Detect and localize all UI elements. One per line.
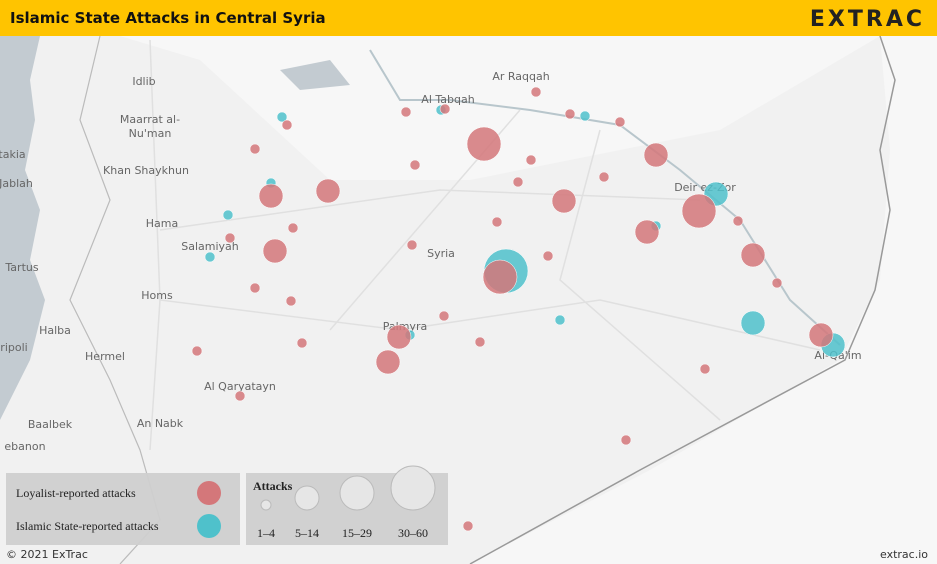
attack-bubble bbox=[249, 282, 261, 294]
attack-bubble bbox=[598, 171, 610, 183]
attack-bubble bbox=[699, 363, 711, 375]
attack-bubble bbox=[474, 336, 486, 348]
border bbox=[469, 35, 896, 564]
attack-bubble bbox=[281, 119, 293, 131]
attack-bubble bbox=[482, 259, 518, 295]
legend-title: Attacks bbox=[253, 479, 293, 493]
legend-label: Islamic State-reported attacks bbox=[16, 519, 159, 533]
legend-size-swatch bbox=[339, 475, 375, 511]
attack-bubble bbox=[808, 322, 834, 348]
attack-bubble bbox=[285, 295, 297, 307]
title: Islamic State Attacks in Central Syria bbox=[10, 9, 326, 27]
attack-bubble bbox=[542, 250, 554, 262]
legend-size-label: 1–4 bbox=[257, 526, 275, 540]
attack-bubble bbox=[579, 110, 591, 122]
legend-swatch bbox=[197, 514, 221, 538]
place-label: Halba bbox=[39, 324, 71, 337]
legend-size-swatch bbox=[260, 499, 272, 511]
attack-bubble bbox=[554, 314, 566, 326]
place-label: Idlib bbox=[132, 75, 155, 88]
place-label: Jablah bbox=[0, 177, 33, 190]
place-label: Tartus bbox=[4, 261, 38, 274]
attack-bubble bbox=[315, 178, 341, 204]
place-label: Al Qaryatayn bbox=[204, 380, 276, 393]
attack-bubble bbox=[620, 434, 632, 446]
attack-bubble bbox=[375, 349, 401, 375]
place-label: Hermel bbox=[85, 350, 125, 363]
place-label: Khan Shaykhun bbox=[103, 164, 189, 177]
place-label: Nu'man bbox=[129, 127, 172, 140]
legend-size-swatch bbox=[294, 485, 320, 511]
legend-label: Loyalist-reported attacks bbox=[16, 486, 136, 500]
header-bar bbox=[0, 0, 937, 36]
syria-land bbox=[120, 36, 937, 564]
attack-bubble bbox=[771, 277, 783, 289]
attack-bubble bbox=[400, 106, 412, 118]
attack-bubble bbox=[222, 209, 234, 221]
attack-bubble bbox=[409, 159, 421, 171]
attack-bubble bbox=[204, 251, 216, 263]
attack-bubble bbox=[564, 108, 576, 120]
place-label: Hama bbox=[146, 217, 178, 230]
attack-bubble bbox=[276, 111, 288, 123]
attack-bubble bbox=[466, 126, 502, 162]
place-label: Salamiyah bbox=[181, 240, 239, 253]
place-label: Ar Raqqah bbox=[492, 70, 549, 83]
lake bbox=[280, 60, 350, 90]
copyright: © 2021 ExTrac bbox=[6, 548, 88, 561]
attack-bubble bbox=[438, 310, 450, 322]
attack-bubble bbox=[634, 219, 660, 245]
attack-bubble bbox=[551, 188, 577, 214]
attack-bubble bbox=[740, 242, 766, 268]
attack-bubble bbox=[191, 345, 203, 357]
attack-bubble bbox=[287, 222, 299, 234]
sea bbox=[0, 36, 45, 420]
url: extrac.io bbox=[880, 548, 928, 561]
attack-bubble bbox=[296, 337, 308, 349]
legend-size-label: 5–14 bbox=[295, 526, 319, 540]
attack-bubble bbox=[530, 86, 542, 98]
place-label: Homs bbox=[141, 289, 173, 302]
attack-bubble bbox=[406, 239, 418, 251]
place-label: An Nabk bbox=[137, 417, 184, 430]
attack-bubble bbox=[262, 238, 288, 264]
attack-bubble bbox=[732, 215, 744, 227]
attack-bubble bbox=[512, 176, 524, 188]
place-label: takia bbox=[0, 148, 26, 161]
place-label: Al Tabqah bbox=[421, 93, 474, 106]
place-label: ebanon bbox=[4, 440, 45, 453]
legend-size-label: 30–60 bbox=[398, 526, 428, 540]
legend-size-label: 15–29 bbox=[342, 526, 372, 540]
attack-bubble bbox=[740, 310, 766, 336]
place-label: ripoli bbox=[0, 341, 27, 354]
attack-bubble bbox=[234, 390, 246, 402]
attack-bubble bbox=[614, 116, 626, 128]
attack-bubble bbox=[643, 142, 669, 168]
attack-bubble bbox=[491, 216, 503, 228]
attack-bubble bbox=[439, 103, 451, 115]
attack-bubble bbox=[249, 143, 261, 155]
attack-bubble bbox=[462, 520, 474, 532]
place-label: Syria bbox=[427, 247, 455, 260]
legend-swatch bbox=[197, 481, 221, 505]
place-label: Baalbek bbox=[28, 418, 73, 431]
attack-bubble bbox=[525, 154, 537, 166]
attack-bubble bbox=[224, 232, 236, 244]
attack-bubble bbox=[386, 324, 412, 350]
legend-size-swatch bbox=[390, 465, 436, 511]
attack-bubble bbox=[681, 193, 717, 229]
attack-bubble bbox=[258, 183, 284, 209]
logo: EXTRAC bbox=[810, 7, 925, 32]
place-label: Maarrat al- bbox=[120, 113, 180, 126]
